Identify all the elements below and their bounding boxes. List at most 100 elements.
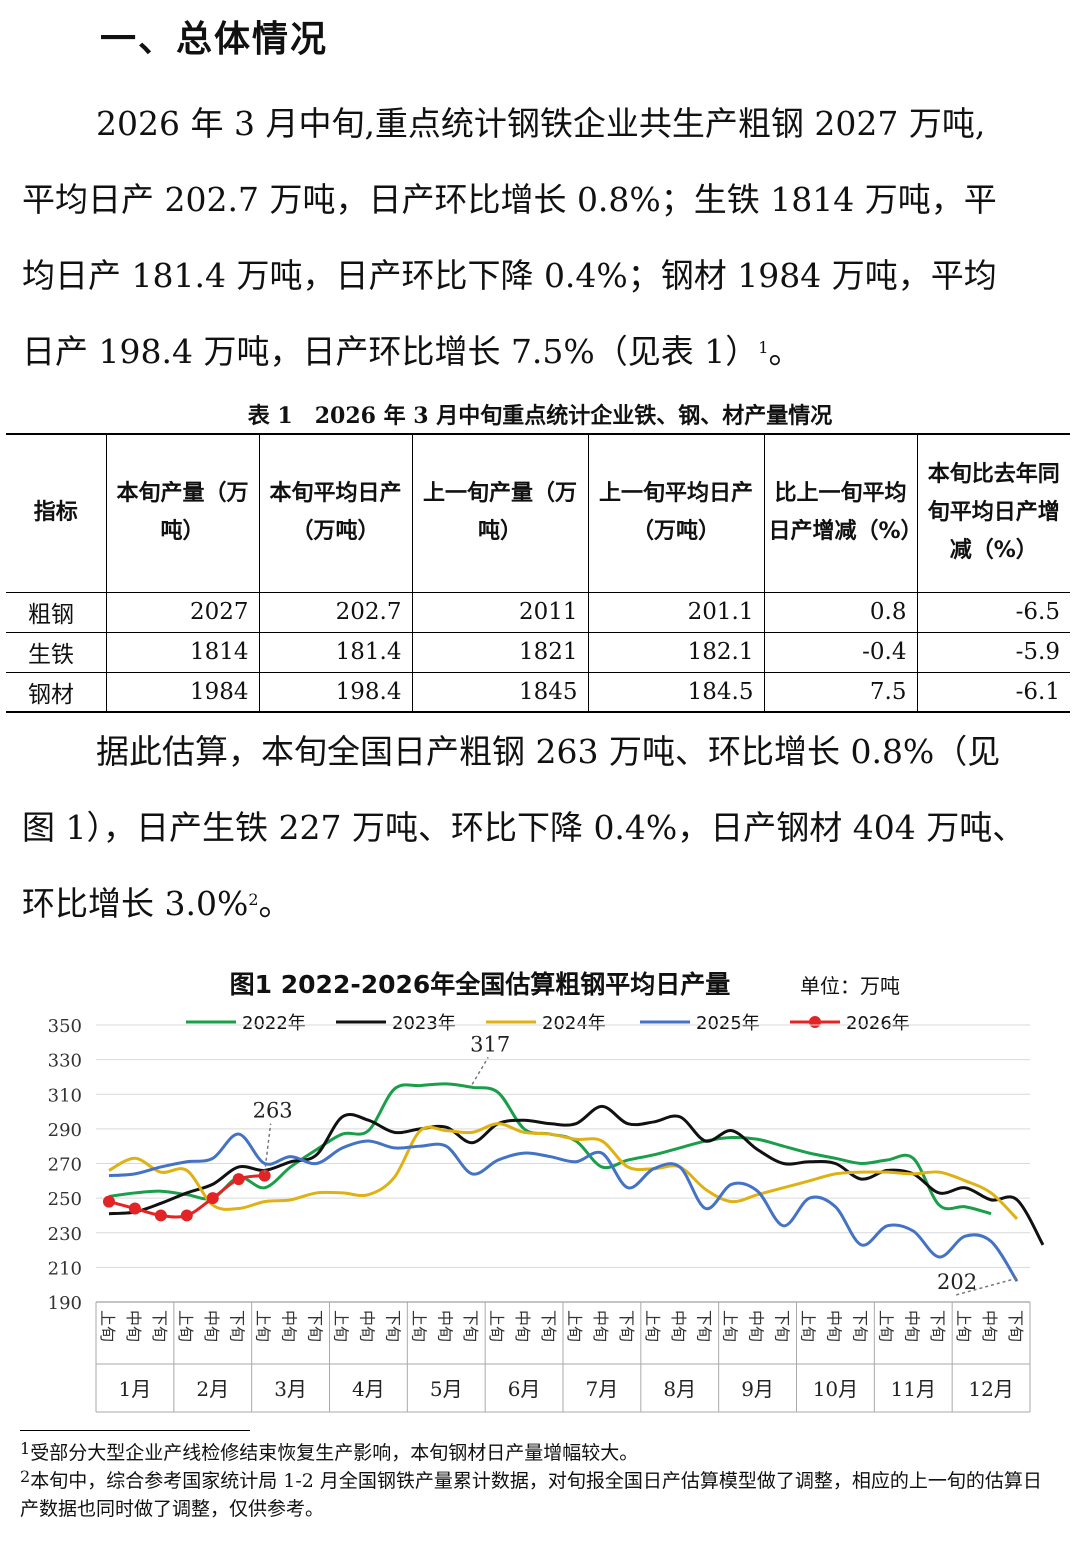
footnote-2-mark: 2 xyxy=(20,1467,31,1486)
x-tick-label: 上旬 xyxy=(331,1310,350,1342)
table-cell: 生铁 xyxy=(6,631,106,672)
chart-annotations: 317 263 202 xyxy=(253,1032,1018,1296)
y-axis: 190 210 230 250 270 290 310 330 350 xyxy=(48,1016,82,1314)
y-tick-label: 210 xyxy=(48,1258,82,1279)
x-tick-label: 中旬 xyxy=(902,1310,921,1342)
y-tick-label: 290 xyxy=(48,1120,82,1141)
legend-label: 2025年 xyxy=(696,1013,760,1034)
footnote-mark: 2 xyxy=(248,890,259,909)
x-tick-label: 下旬 xyxy=(928,1310,947,1342)
paragraph-line: 2026 年 3 月中旬,重点统计钢铁企业共生产粗钢 2027 万吨, xyxy=(96,104,986,143)
x-tick-label: 下旬 xyxy=(383,1310,402,1342)
month-label: 12月 xyxy=(968,1377,1013,1401)
footnote-2-text: 本旬中，综合参考国家统计局 1-2 月全国钢铁产量累计数据，对旬报全国日产估算模… xyxy=(20,1470,1042,1520)
month-label: 8月 xyxy=(663,1377,696,1401)
paragraph-line: 平均日产 202.7 万吨，日产环比增长 0.8%；生铁 1814 万吨，平 xyxy=(22,180,997,219)
paragraph-line: 日产 198.4 万吨，日产环比增长 7.5%（见表 1）1。 xyxy=(22,314,1058,390)
legend-label: 2026年 xyxy=(846,1013,910,1034)
y-tick-label: 330 xyxy=(48,1051,82,1072)
x-axis: 上旬 中旬 下旬 上旬 中旬 下旬 上旬 中旬 下旬 上旬 中旬 下旬 上旬 中旬 下旬 上旬 中旬 下旬 上旬 中旬… xyxy=(95,1301,1031,1413)
annotation-label: 263 xyxy=(253,1099,293,1123)
y-tick-label: 190 xyxy=(48,1293,82,1314)
x-tick-label: 下旬 xyxy=(461,1310,480,1342)
table-header-row: 指标 本旬产量（万吨） 本旬平均日产（万吨） 上一旬产量（万吨） 上一旬平均日产… xyxy=(6,434,1070,592)
header-current-output: 本旬产量（万吨） xyxy=(105,434,259,592)
x-tick-label: 上旬 xyxy=(98,1310,117,1342)
header-change-last-year: 本旬比去年同旬平均日产增减（%） xyxy=(916,434,1070,592)
series-line-2022年 xyxy=(108,1082,992,1216)
series-point-2026 xyxy=(154,1209,167,1222)
header-previous-output: 上一旬产量（万吨） xyxy=(411,434,588,592)
series-point-2026 xyxy=(258,1169,271,1182)
month-label: 5月 xyxy=(430,1377,463,1401)
x-tick-label: 中旬 xyxy=(280,1310,299,1342)
chart-unit-label: 单位：万吨 xyxy=(800,974,900,998)
table-row: 生铁 1814 181.4 1821 182.1 -0.4 -5.9 xyxy=(6,631,1070,672)
month-label: 4月 xyxy=(352,1377,385,1401)
paragraph-end: 。 xyxy=(258,884,292,923)
table-cell: 184.5 xyxy=(587,671,764,712)
x-tick-label: 下旬 xyxy=(150,1310,169,1342)
table-cell: 钢材 xyxy=(6,671,106,712)
summary-paragraph: 2026 年 3 月中旬,重点统计钢铁企业共生产粗钢 2027 万吨, 平均日产… xyxy=(22,86,1058,390)
table-cell: 181.4 xyxy=(258,631,412,672)
x-tick-label: 下旬 xyxy=(228,1310,247,1342)
series-line-2024年 xyxy=(108,1122,1019,1220)
chart-title: 图1 2022-2026年全国估算粗钢平均日产量 xyxy=(230,970,731,999)
table-cell: 粗钢 xyxy=(6,591,106,632)
table-row: 粗钢 2027 202.7 2011 201.1 0.8 -6.5 xyxy=(6,591,1070,632)
x-tick-label: 中旬 xyxy=(747,1310,766,1342)
x-tick-label: 下旬 xyxy=(850,1310,869,1342)
month-label: 7月 xyxy=(586,1377,619,1401)
month-label: 1月 xyxy=(119,1377,152,1401)
x-tick-label: 上旬 xyxy=(643,1310,662,1342)
table-cell: -6.5 xyxy=(916,591,1070,632)
paragraph-line: 图 1），日产生铁 227 万吨、环比下降 0.4%，日产钢材 404 万吨、 xyxy=(22,808,1026,847)
header-current-daily: 本旬平均日产（万吨） xyxy=(258,434,412,592)
footnote-mark: 1 xyxy=(758,338,769,357)
x-tick-label: 上旬 xyxy=(176,1310,195,1342)
x-tick-label: 中旬 xyxy=(202,1310,221,1342)
paragraph-line-text: 日产 198.4 万吨，日产环比增长 7.5%（见表 1） xyxy=(22,332,759,371)
footnote-1-mark: 1 xyxy=(20,1439,31,1458)
y-tick-label: 250 xyxy=(48,1189,82,1210)
table-cell: 182.1 xyxy=(587,631,764,672)
x-tick-label: 中旬 xyxy=(669,1310,688,1342)
table-cell: 1845 xyxy=(411,671,588,712)
table-cell: 1984 xyxy=(105,671,259,712)
month-label: 2月 xyxy=(196,1377,229,1401)
table-cell: 198.4 xyxy=(258,671,412,712)
steel-output-chart: 图1 2022-2026年全国估算粗钢平均日产量 单位：万吨 2022年 2023… xyxy=(0,955,1080,1415)
x-tick-label: 上旬 xyxy=(876,1310,895,1342)
y-tick-label: 270 xyxy=(48,1155,82,1176)
header-change-previous: 比上一旬平均日产增减（%） xyxy=(763,434,923,592)
x-tick-label: 中旬 xyxy=(980,1310,999,1342)
x-tick-label: 中旬 xyxy=(435,1310,454,1342)
x-tick-label: 上旬 xyxy=(565,1310,584,1342)
chart-legend: 2022年 2023年 2024年 2025年 2026年 xyxy=(186,1013,910,1034)
table-cell: -5.9 xyxy=(916,631,1070,672)
x-tick-label: 下旬 xyxy=(1006,1310,1025,1342)
annotation-leader xyxy=(263,1123,272,1173)
legend-label: 2023年 xyxy=(392,1013,456,1034)
legend-label: 2022年 xyxy=(242,1013,306,1034)
paragraph-line: 环比增长 3.0%2。 xyxy=(22,866,1058,942)
x-tick-label: 中旬 xyxy=(124,1310,143,1342)
footnotes: 1受部分大型企业产线检修结束恢复生产影响，本旬钢材日产量增幅较大。 2本旬中，综… xyxy=(20,1430,1060,1523)
legend-label: 2024年 xyxy=(542,1013,606,1034)
footnote-1-text: 受部分大型企业产线检修结束恢复生产影响，本旬钢材日产量增幅较大。 xyxy=(30,1442,639,1464)
paragraph-line: 据此估算，本旬全国日产粗钢 263 万吨、环比增长 0.8%（见 xyxy=(96,732,1001,771)
table-cell: 2011 xyxy=(411,591,588,632)
series-point-2026 xyxy=(206,1192,219,1205)
header-previous-daily: 上一旬平均日产（万吨） xyxy=(587,434,764,592)
legend-marker xyxy=(809,1016,821,1028)
x-tick-label: 下旬 xyxy=(306,1310,325,1342)
x-tick-label: 上旬 xyxy=(409,1310,428,1342)
y-tick-label: 230 xyxy=(48,1224,82,1245)
table-cell: -6.1 xyxy=(916,671,1070,712)
paragraph-end: 。 xyxy=(768,332,802,371)
table-cell: 201.1 xyxy=(587,591,764,632)
paragraph-line: 均日产 181.4 万吨，日产环比下降 0.4%；钢材 1984 万吨，平均 xyxy=(22,256,997,295)
chart-series-lines xyxy=(102,1082,1045,1283)
table-cell: 0.8 xyxy=(763,591,917,632)
